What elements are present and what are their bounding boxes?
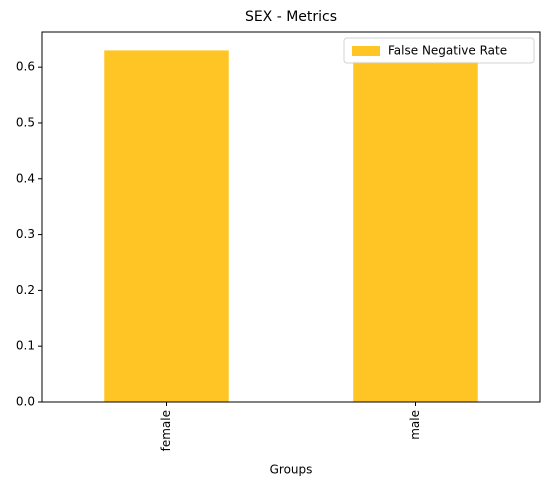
- legend-label: False Negative Rate: [388, 44, 507, 58]
- plot-frame: [41, 31, 541, 403]
- x-tick-label: female: [159, 410, 173, 451]
- y-tick-label: 0.3: [16, 227, 35, 241]
- y-tick-label: 0.6: [16, 60, 35, 74]
- legend-swatch: [352, 46, 380, 56]
- chart-title: SEX - Metrics: [245, 9, 337, 25]
- legend-box: [343, 37, 535, 64]
- bar: [353, 61, 478, 403]
- y-tick-label: 0.5: [16, 115, 35, 129]
- bar: [104, 50, 229, 402]
- y-tick-label: 0.2: [16, 283, 35, 297]
- y-tick-label: 0.4: [16, 171, 35, 185]
- x-axis-label: Groups: [270, 463, 313, 477]
- y-tick-label: 0.1: [16, 339, 35, 353]
- x-tick-label: male: [408, 410, 422, 440]
- y-tick-label: 0.0: [16, 395, 35, 409]
